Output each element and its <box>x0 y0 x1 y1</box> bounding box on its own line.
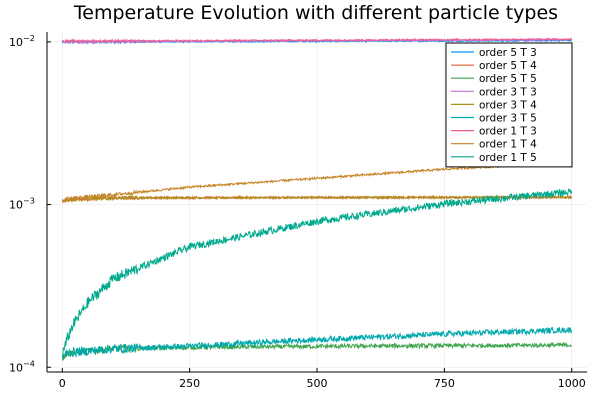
x-tick-label: 250 <box>179 377 200 390</box>
legend-label: order 1 T 5 <box>479 152 537 164</box>
series-line-4 <box>61 38 573 45</box>
legend-label: order 1 T 4 <box>479 139 537 151</box>
x-tick-label: 1000 <box>558 377 586 390</box>
x-tick-label: 750 <box>434 377 455 390</box>
legend-label: order 5 T 3 <box>479 47 537 59</box>
series-lines <box>61 37 573 362</box>
legend-label: order 5 T 4 <box>479 60 537 72</box>
legend-label: order 3 T 4 <box>479 99 537 111</box>
x-tick-label: 0 <box>59 377 66 390</box>
axes: 0 250 500 750 1000 10−4 10−3 10−2 <box>9 32 587 390</box>
series-line-7 <box>61 37 573 44</box>
series-line-8 <box>61 160 573 204</box>
y-tick-label: 10−3 <box>9 197 35 212</box>
series-line-9 <box>61 188 573 360</box>
chart-title: Temperature Evolution with different par… <box>73 2 558 24</box>
legend-label: order 3 T 5 <box>479 113 537 125</box>
x-tick-label: 500 <box>307 377 328 390</box>
legend-label: order 3 T 3 <box>479 86 537 98</box>
legend-label: order 1 T 3 <box>479 126 537 138</box>
y-tick-label: 10−4 <box>9 359 35 374</box>
series-line-6 <box>61 326 573 359</box>
legend-label: order 5 T 5 <box>479 73 537 85</box>
y-tick-label: 10−2 <box>9 34 35 49</box>
